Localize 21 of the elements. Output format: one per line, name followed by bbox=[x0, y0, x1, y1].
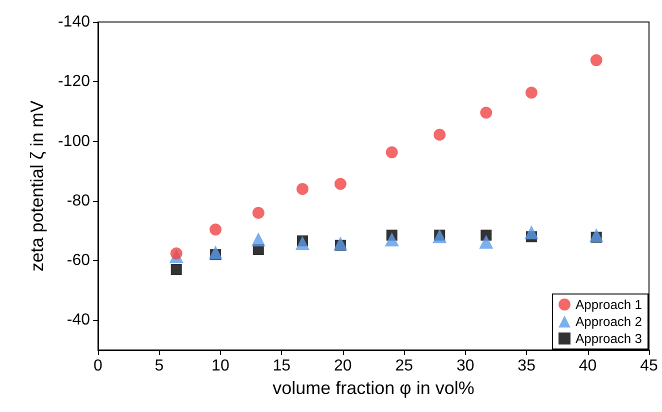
y-tick-label: -140 bbox=[58, 14, 90, 30]
x-tick-label: 15 bbox=[272, 358, 291, 374]
legend-label: Approach 3 bbox=[576, 331, 642, 346]
y-tick-label: -120 bbox=[58, 73, 90, 90]
x-tick-label: 0 bbox=[94, 358, 103, 374]
x-axis-title: volume fraction φ in vol% bbox=[272, 378, 474, 398]
legend-label: Approach 1 bbox=[576, 297, 642, 312]
legend-label: Approach 2 bbox=[576, 314, 642, 329]
x-tick-label: 45 bbox=[640, 358, 658, 374]
y-tick-label: -40 bbox=[66, 312, 90, 329]
x-tick-label: 25 bbox=[395, 358, 414, 374]
y-axis-title: zeta potential ζ in mV bbox=[27, 100, 47, 272]
x-tick-label: 20 bbox=[334, 358, 352, 374]
y-tick-label: -80 bbox=[66, 192, 90, 210]
x-tick-label: 5 bbox=[154, 358, 164, 374]
y-tick-label: -100 bbox=[58, 132, 90, 150]
x-tick-label: 10 bbox=[212, 358, 230, 374]
x-tick-label: 35 bbox=[518, 358, 536, 374]
y-tick-label: -60 bbox=[66, 252, 90, 270]
x-tick-label: 30 bbox=[456, 358, 474, 374]
x-tick-label: 40 bbox=[578, 358, 597, 374]
